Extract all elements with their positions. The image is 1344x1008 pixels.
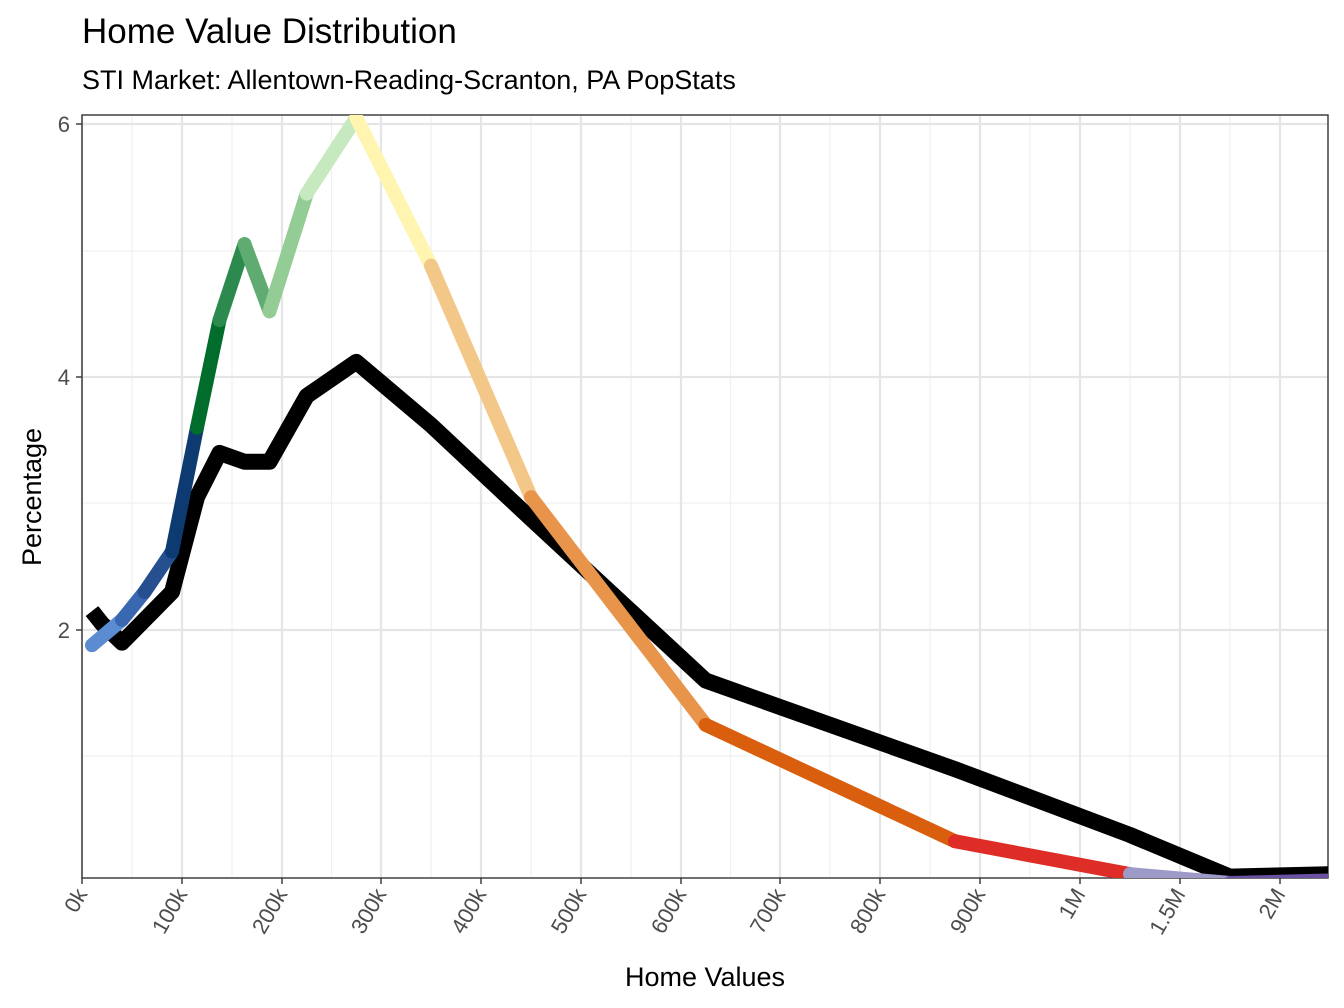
x-tick-label: 900k: [945, 883, 991, 938]
x-tick-label: 1M: [1053, 884, 1090, 923]
series-colored-segment: [299, 115, 364, 201]
panel-border: [81, 114, 1329, 879]
x-axis-title: Home Values: [625, 962, 785, 992]
series-colored-segment: [262, 186, 314, 319]
y-tick-label: 2: [58, 618, 70, 643]
series-black: [85, 353, 1328, 878]
axis-ticks: [76, 123, 1281, 884]
series-colored-segment: [698, 717, 962, 849]
y-tick-label: 4: [58, 365, 70, 390]
series-colored-segment: [190, 313, 227, 435]
x-tick-label: 0k: [59, 883, 93, 916]
chart-title: Home Value Distribution: [82, 12, 457, 51]
x-tick-label: 700k: [745, 883, 791, 938]
x-tick-label: 300k: [346, 883, 392, 938]
x-tick-label: 600k: [646, 883, 692, 938]
series-colored: [85, 115, 1328, 878]
x-tick-label: 2M: [1253, 884, 1290, 923]
series-colored-segment: [1123, 867, 1235, 878]
x-tick-label: 500k: [546, 883, 592, 938]
chart-subtitle: STI Market: Allentown-Reading-Scranton, …: [82, 65, 736, 95]
series-colored-segment: [212, 237, 252, 328]
series-colored-segment: [424, 258, 538, 505]
x-tick-label: 200k: [247, 883, 293, 938]
x-tick-label: 400k: [446, 883, 492, 938]
y-tick-label: 6: [58, 112, 70, 137]
series-colored-segment: [165, 420, 204, 559]
y-axis-title: Percentage: [17, 428, 47, 566]
grid-lines: [80, 115, 1328, 878]
x-tick-label: 800k: [845, 883, 891, 938]
series-colored-segment: [237, 237, 277, 319]
series-colored-segment: [349, 115, 438, 273]
series-black-line: [85, 353, 1328, 878]
x-tick-label: 1.5M: [1144, 884, 1190, 939]
series-colored-segment: [948, 834, 1137, 878]
x-tick-label: 100k: [147, 883, 193, 938]
tick-labels: 2 4 6 0k 100k 200k 300k 400k 500k 600k 700k 800k 900…: [58, 112, 1291, 939]
series-colored-segment: [524, 490, 713, 732]
series-colored-segment: [137, 544, 179, 600]
